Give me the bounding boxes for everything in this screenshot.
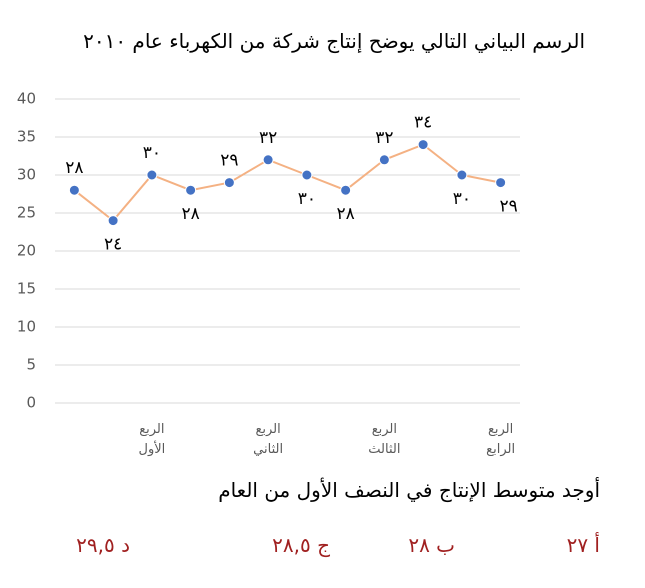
y-tick-label: 25 — [17, 204, 36, 222]
x-tick-label: الربع الثاني — [253, 422, 284, 457]
data-label: ٢٩ — [499, 197, 517, 217]
data-label: ٢٨ — [65, 158, 83, 178]
line — [73, 143, 501, 222]
marker — [223, 177, 235, 189]
y-tick-label: 30 — [17, 166, 36, 184]
marker — [185, 184, 197, 196]
y-tick-label: 5 — [26, 356, 36, 374]
data-label: ٣٠ — [453, 189, 471, 209]
marker — [378, 154, 390, 166]
marker — [495, 177, 507, 189]
marker — [340, 184, 352, 196]
data-label: ٢٤ — [104, 235, 122, 255]
option[interactable]: ب ٢٨ — [408, 533, 455, 557]
data-label: ٢٨ — [181, 204, 199, 224]
marker — [68, 184, 80, 196]
y-tick-label: 15 — [17, 280, 36, 298]
question: أوجد متوسط الإنتاج في النصف الأول من الع… — [218, 478, 600, 502]
data-label: ٢٨ — [336, 204, 354, 224]
y-tick-label: 10 — [17, 318, 36, 336]
marker — [301, 169, 313, 181]
data-label: ٣٢ — [375, 128, 393, 148]
y-tick-label: 0 — [26, 394, 36, 412]
data-label: ٣٤ — [414, 113, 432, 133]
option[interactable]: ج ٢٨,٥ — [272, 533, 330, 557]
data-label: ٣٠ — [143, 143, 161, 163]
x-tick-label: الربع الثالث — [368, 422, 401, 457]
marker — [146, 169, 158, 181]
data-label: ٣٠ — [298, 189, 316, 209]
x-tick-label: الربع الأول — [138, 422, 166, 457]
y-tick-label: 35 — [17, 128, 36, 146]
option[interactable]: أ ٢٧ — [566, 533, 600, 557]
data-label: ٢٩ — [220, 151, 238, 171]
marker — [107, 215, 119, 227]
marker — [456, 169, 468, 181]
x-tick-label: الربع الرابع — [486, 422, 516, 457]
marker — [417, 139, 429, 151]
marker — [262, 154, 274, 166]
option[interactable]: د ٢٩,٥ — [76, 533, 130, 557]
title: الرسم البياني التالي يوضح إنتاج شركة من … — [83, 29, 585, 53]
y-tick-label: 40 — [17, 90, 36, 108]
data-label: ٣٢ — [259, 128, 277, 148]
y-tick-label: 20 — [17, 242, 36, 260]
